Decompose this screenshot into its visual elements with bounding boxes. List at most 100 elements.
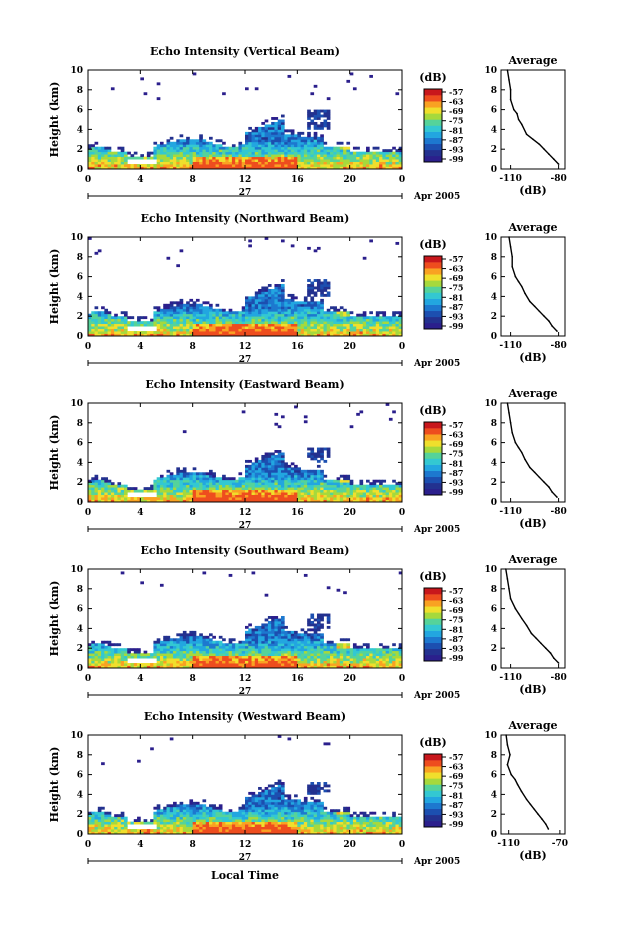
heatmap-cell xyxy=(173,321,177,325)
heatmap-cell xyxy=(231,494,236,498)
heatmap-cell xyxy=(195,487,200,491)
heatmap-cell xyxy=(248,484,252,488)
heatmap-cell xyxy=(362,653,367,657)
heatmap-cell xyxy=(261,653,266,657)
heatmap-cell xyxy=(290,303,295,307)
heatmap-cell xyxy=(303,477,308,481)
heatmap-cell xyxy=(195,640,200,644)
colorbar-swatch xyxy=(424,642,442,650)
colorbar-swatch xyxy=(424,322,442,330)
heatmap-cell xyxy=(264,331,269,334)
heatmap-cell xyxy=(189,479,194,483)
heatmap-cell xyxy=(303,164,308,167)
colorbar-tick-label: -75 xyxy=(449,615,463,625)
heatmap-cell xyxy=(330,313,334,317)
heatmap-cell xyxy=(179,301,184,305)
y-tick-label: 8 xyxy=(77,585,83,595)
heatmap-cell xyxy=(159,643,164,647)
heatmap-cell xyxy=(107,323,112,327)
heatmap-cell xyxy=(349,663,354,666)
heatmap-cell xyxy=(284,333,288,337)
heatmap-cell xyxy=(271,321,275,325)
heatmap-cell xyxy=(336,643,341,647)
heatmap-cell xyxy=(294,331,298,334)
heatmap-cell xyxy=(163,311,167,315)
heatmap-cell xyxy=(313,114,318,118)
heatmap-cell xyxy=(274,333,279,337)
heatmap-cell xyxy=(277,333,282,337)
heatmap-cell xyxy=(179,141,184,145)
heatmap-cell xyxy=(271,149,275,153)
heatmap-cell xyxy=(215,159,220,162)
heatmap-cell xyxy=(222,313,226,317)
heatmap-cell xyxy=(101,653,105,657)
heatmap-cell xyxy=(277,640,282,644)
heatmap-cell xyxy=(307,144,311,148)
heatmap-cell xyxy=(231,492,236,495)
avg-y-tick-label: 8 xyxy=(491,419,497,429)
heatmap-cell xyxy=(326,114,331,118)
heatmap-cell xyxy=(222,487,226,491)
heatmap-cell xyxy=(117,164,122,167)
heatmap-cell xyxy=(261,146,266,150)
heatmap-cell xyxy=(192,316,197,320)
heatmap-cell xyxy=(225,159,230,162)
heatmap-cell xyxy=(300,479,305,483)
heatmap-cell xyxy=(346,487,351,491)
heatmap-cell xyxy=(195,144,200,148)
heatmap-cell xyxy=(114,648,118,652)
heatmap-cell xyxy=(114,154,118,158)
heatmap-cell xyxy=(303,492,308,495)
heatmap-cell xyxy=(202,640,207,644)
heatmap-cell xyxy=(277,638,282,642)
heatmap-cell xyxy=(277,136,282,140)
heatmap-cell xyxy=(398,326,403,329)
heatmap-cell xyxy=(228,328,233,332)
heatmap-cell xyxy=(326,618,331,622)
heatmap-cell xyxy=(166,469,171,473)
heatmap-cell xyxy=(192,306,197,310)
heatmap-cell xyxy=(222,159,226,162)
heatmap-cell xyxy=(287,658,292,661)
heatmap-cell xyxy=(392,663,396,666)
heatmap-cell xyxy=(241,326,246,329)
heatmap-cell xyxy=(333,484,337,488)
heatmap-cell xyxy=(274,331,279,334)
heatmap-cell xyxy=(258,643,262,647)
heatmap-cell xyxy=(290,323,295,327)
heatmap-cell xyxy=(343,316,347,320)
heatmap-cell xyxy=(294,161,298,165)
heatmap-cell xyxy=(156,492,161,495)
heatmap-cell xyxy=(245,151,249,155)
heatmap-cell xyxy=(359,660,364,664)
heatmap-cell xyxy=(310,660,315,664)
heatmap-cell xyxy=(307,633,311,637)
heatmap-cell xyxy=(274,467,279,471)
y-tick-label: 10 xyxy=(70,399,83,409)
heatmap-cell xyxy=(88,487,92,491)
heatmap-cell xyxy=(320,648,324,652)
heatmap-cell xyxy=(316,284,321,287)
heatmap-cell xyxy=(117,159,122,162)
heatmap-cell xyxy=(274,464,279,468)
heatmap-cell xyxy=(209,665,213,669)
heatmap-cell xyxy=(254,156,259,160)
heatmap-cell xyxy=(369,154,373,158)
heatmap-cell xyxy=(251,333,256,337)
heatmap-cell xyxy=(235,328,239,332)
heatmap-cell xyxy=(114,497,118,500)
heatmap-cell xyxy=(264,625,269,629)
heatmap-cell xyxy=(267,146,272,150)
heatmap-cell xyxy=(277,119,282,123)
heatmap-cell xyxy=(228,331,233,334)
heatmap-cell xyxy=(320,293,324,297)
heatmap-cell xyxy=(94,331,99,334)
heatmap-cell xyxy=(248,146,252,150)
heatmap-cell xyxy=(150,655,154,659)
heatmap-cell xyxy=(169,303,174,307)
heatmap-cell xyxy=(326,333,331,337)
heatmap-cell xyxy=(316,497,321,500)
heatmap-cell xyxy=(349,323,354,327)
heatmap-cell xyxy=(104,477,109,481)
x-tick-label: 8 xyxy=(190,674,196,684)
